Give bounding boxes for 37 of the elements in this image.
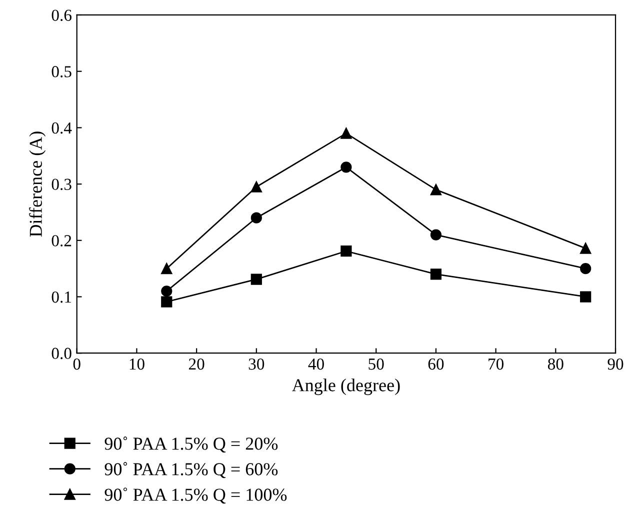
point <box>580 263 592 274</box>
x-tick-label: 80 <box>548 358 564 370</box>
x-tick-label: 70 <box>488 358 504 370</box>
point <box>250 212 262 224</box>
point <box>340 128 352 139</box>
legend-label: 90˚ PAA 1.5% Q = 20% <box>104 436 278 453</box>
legend-label: 90˚ PAA 1.5% Q = 100% <box>104 488 287 504</box>
point <box>580 242 592 254</box>
point <box>250 274 262 285</box>
y-tick-label: 0.5 <box>52 66 72 78</box>
y-axis-title: Difference (A) <box>29 132 46 237</box>
x-tick-label: 60 <box>428 358 444 370</box>
y-tick-label: 0.3 <box>52 178 72 190</box>
x-tick-label: 40 <box>308 358 324 370</box>
x-tick-label: 30 <box>248 358 264 370</box>
point <box>161 286 172 297</box>
point <box>430 268 442 280</box>
point <box>161 296 172 308</box>
legend-label: 90˚ PAA 1.5% Q = 60% <box>104 462 278 478</box>
y-tick-label: 0.6 <box>52 10 72 22</box>
x-tick-label: 0 <box>73 358 80 370</box>
point <box>580 291 592 302</box>
y-tick-label: 0.4 <box>52 122 72 134</box>
point <box>161 263 172 274</box>
y-tick-label: 0.1 <box>52 291 71 303</box>
x-tick-label: 90 <box>608 358 624 370</box>
y-tick-label: 0.2 <box>52 235 72 246</box>
x-tick-label: 20 <box>188 358 204 370</box>
x-tick-label: 50 <box>368 358 384 370</box>
point <box>340 162 352 173</box>
point <box>430 184 442 196</box>
point <box>250 181 262 192</box>
point <box>430 229 442 240</box>
y-tick-label: 0.0 <box>52 348 72 360</box>
x-axis-title: Angle (degree) <box>292 378 400 396</box>
x-tick-label: 10 <box>130 358 144 370</box>
point <box>340 246 352 257</box>
